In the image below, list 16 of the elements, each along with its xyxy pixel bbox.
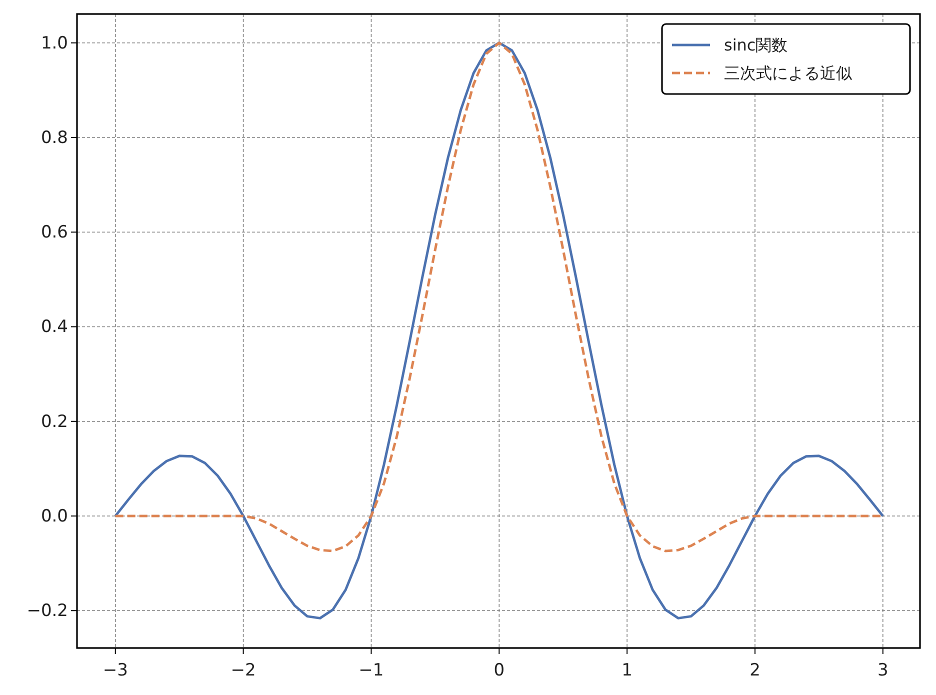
x-tick-label: 0 [494, 660, 505, 681]
y-tick-label: 0.6 [40, 222, 68, 243]
y-tick-label: 0.8 [40, 128, 68, 148]
legend-label: 三次式による近似 [724, 64, 852, 83]
legend-label: sinc関数 [724, 36, 788, 55]
x-tick-label: 2 [750, 660, 760, 681]
y-tick-label: 1.0 [40, 33, 68, 54]
x-tick-label: −1 [358, 660, 384, 681]
y-tick-label: 0.4 [40, 317, 68, 338]
x-tick-label: 3 [877, 660, 888, 681]
y-tick-label: −0.2 [26, 601, 68, 622]
x-tick-label: 1 [622, 660, 632, 681]
y-tick-label: 0.2 [40, 412, 68, 432]
x-tick-label: −3 [102, 660, 128, 681]
y-tick-label: 0.0 [40, 506, 68, 526]
x-tick-label: −2 [230, 660, 256, 681]
